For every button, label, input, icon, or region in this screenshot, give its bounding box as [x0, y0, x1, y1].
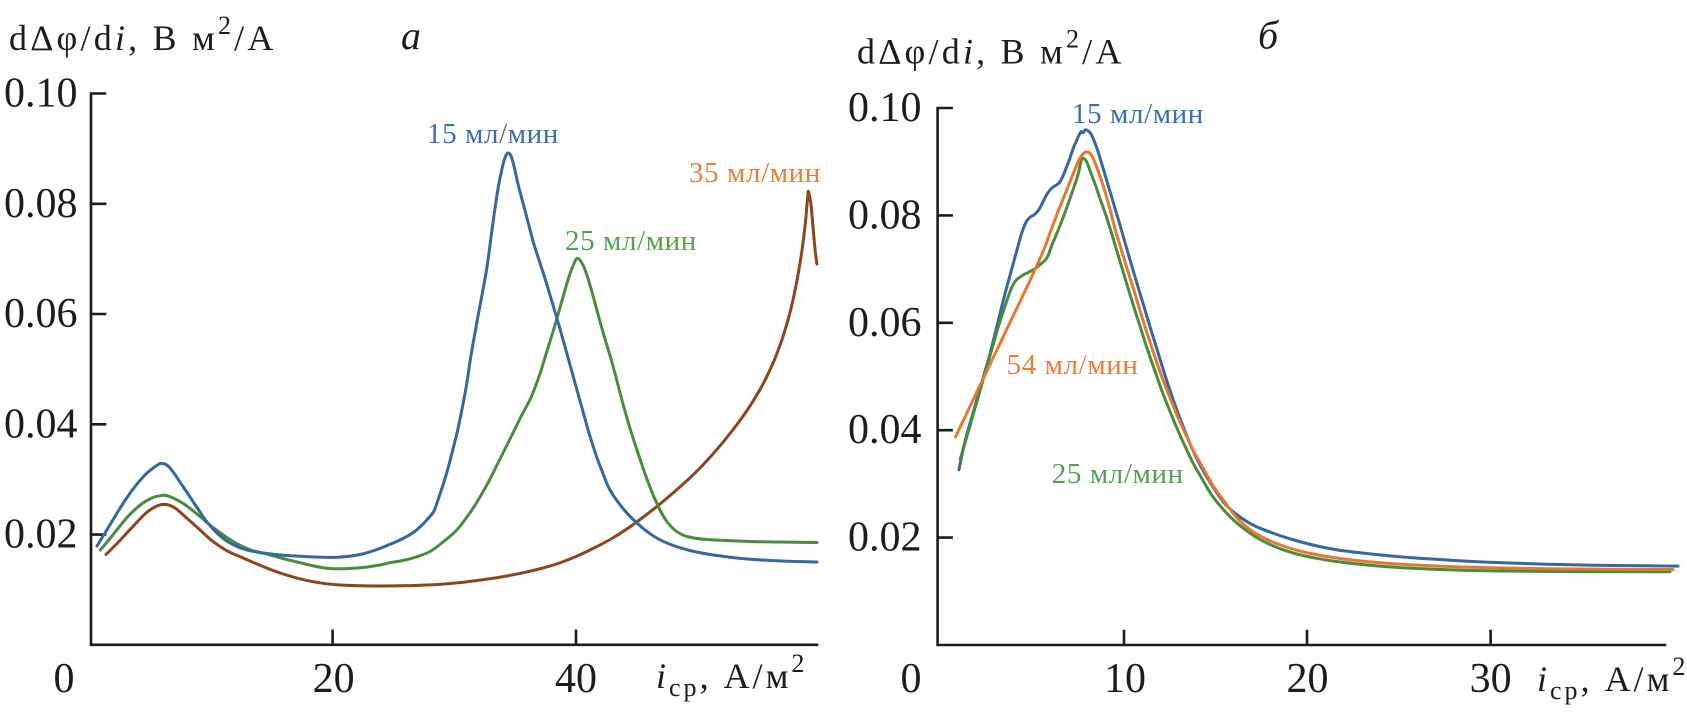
svg-text:25 мл/мин: 25 мл/мин: [1052, 458, 1184, 490]
svg-text:25 мл/мин: 25 мл/мин: [565, 225, 697, 257]
svg-text:0.08: 0.08: [848, 192, 922, 238]
svg-text:0.08: 0.08: [4, 181, 78, 227]
svg-text:0.02: 0.02: [4, 512, 78, 558]
svg-text:0.06: 0.06: [848, 300, 922, 346]
svg-text:0.04: 0.04: [848, 407, 922, 453]
svg-text:20: 20: [1287, 656, 1329, 702]
svg-text:10: 10: [1104, 656, 1146, 702]
svg-text:30: 30: [1470, 656, 1512, 702]
svg-text:15 мл/мин: 15 мл/мин: [1072, 98, 1204, 130]
svg-text:0.04: 0.04: [4, 401, 78, 447]
svg-text:0.06: 0.06: [4, 291, 78, 337]
svg-text:dΔφ/di, В м2/А: dΔφ/di, В м2/А: [9, 11, 277, 58]
svg-text:a: a: [401, 13, 421, 58]
svg-text:20: 20: [313, 656, 355, 702]
svg-text:iср, А/м2: iср, А/м2: [656, 649, 807, 702]
svg-text:35 мл/мин: 35 мл/мин: [689, 157, 821, 189]
svg-text:0: 0: [901, 656, 922, 702]
svg-text:54 мл/мин: 54 мл/мин: [1007, 349, 1139, 381]
svg-text:iср, А/м2: iср, А/м2: [1537, 652, 1687, 705]
svg-text:15 мл/мин: 15 мл/мин: [427, 118, 559, 150]
svg-text:б: б: [1258, 13, 1280, 58]
svg-text:40: 40: [555, 656, 597, 702]
svg-text:0.10: 0.10: [848, 85, 922, 131]
svg-text:0.10: 0.10: [4, 71, 78, 117]
svg-text:0: 0: [54, 656, 75, 702]
svg-text:0.02: 0.02: [848, 515, 922, 561]
svg-text:dΔφ/di, В м2/А: dΔφ/di, В м2/А: [857, 25, 1125, 72]
